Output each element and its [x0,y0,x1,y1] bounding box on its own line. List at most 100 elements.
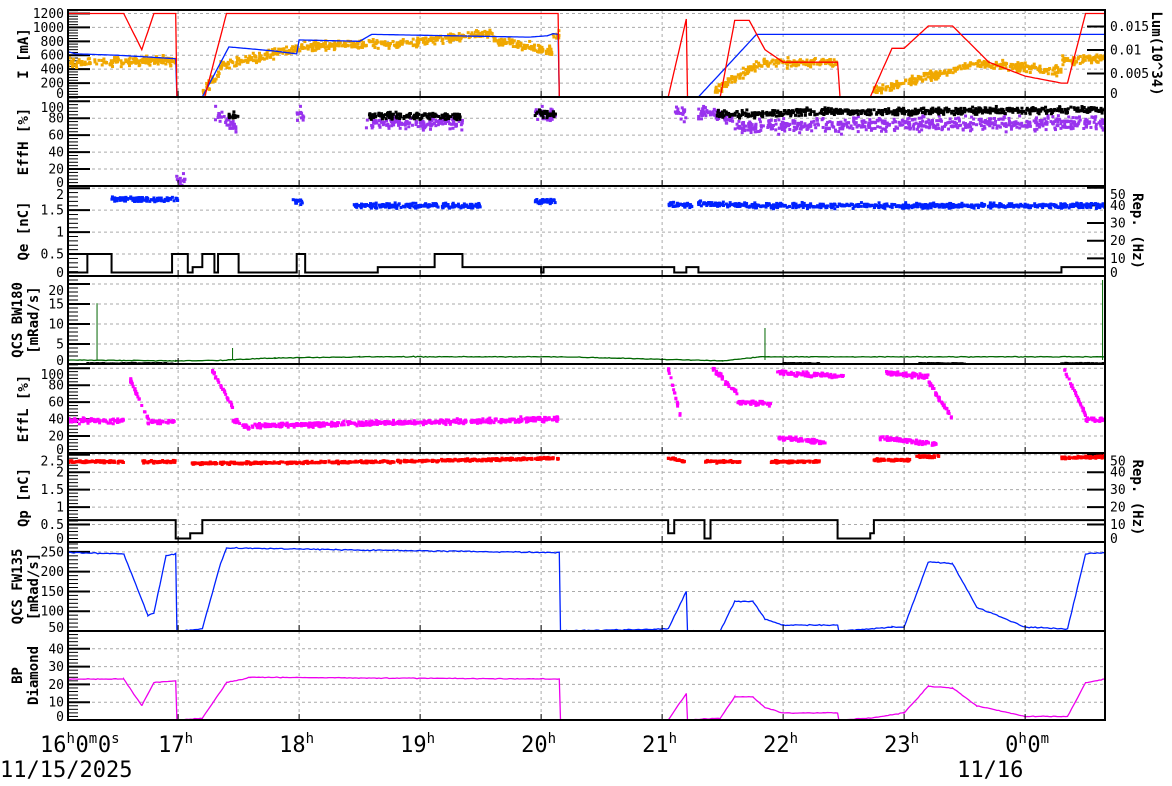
data-point [252,59,255,62]
data-point [727,112,730,115]
data-point [75,66,78,69]
data-point [375,39,378,42]
data-point [153,62,156,65]
data-point [943,70,946,73]
data-point [395,46,398,49]
data-point [834,129,837,132]
data-point [1007,117,1010,120]
data-point [890,203,893,206]
data-point [445,37,448,40]
data-point [737,120,740,123]
data-point [1033,128,1036,131]
panel-data [175,105,1106,188]
data-point [674,205,677,208]
data-point [1095,127,1098,130]
data-point [1015,204,1018,207]
data-point [259,55,262,58]
data-point [862,119,865,122]
data-point [219,120,222,123]
data-point [738,127,741,130]
data-point [511,38,514,41]
data-point [157,58,160,61]
data-point [876,111,879,114]
data-point [545,52,548,55]
data-point [1047,68,1050,71]
data-point [272,58,275,61]
data-point [814,126,817,129]
data-point [909,114,912,117]
data-point [221,63,224,66]
data-point [512,45,515,48]
data-point [697,108,700,111]
data-point [217,75,220,78]
data-point [234,116,237,119]
data-point [385,202,388,205]
data-point [777,133,780,136]
data-point [957,117,960,120]
data-point [777,118,780,121]
data-point [428,38,431,41]
panel-0: 02004006008001000120000.0050.010.015Lum(… [16,7,1164,102]
data-point [95,419,98,422]
data-point [736,123,739,126]
data-point [1065,112,1068,115]
data-point [839,121,842,124]
data-point [715,86,718,89]
data-point [414,202,417,205]
data-point [843,124,846,127]
data-point [935,204,938,207]
data-point [234,127,237,130]
data-point [788,205,791,208]
data-point [967,205,970,208]
y-tick-label: 1 [56,226,64,241]
data-point [797,122,800,125]
data-point [794,204,797,207]
data-point [767,121,770,124]
data-point [481,31,484,34]
data-point [853,123,856,126]
data-point [874,203,877,206]
data-point [879,118,882,121]
data-point [991,126,994,129]
data-point [793,202,796,205]
data-point [864,112,867,115]
data-point [865,128,868,131]
data-point [461,204,464,207]
data-point [796,110,799,113]
data-point [458,113,461,116]
data-point [982,62,985,65]
data-point [852,110,855,113]
data-point [946,74,949,77]
data-point [318,43,321,46]
data-point [962,64,965,67]
data-point [886,122,889,125]
data-point [1078,204,1081,207]
data-point [380,42,383,45]
data-point [870,121,873,124]
data-point [898,107,901,110]
data-point [446,204,449,207]
data-point [897,83,900,86]
data-point [722,201,725,204]
data-point [893,129,896,132]
data-point [458,32,461,35]
data-point [113,59,116,62]
data-point [800,128,803,131]
data-point [1051,69,1054,72]
data-point [536,118,539,121]
data-point [105,420,108,423]
data-point [778,127,781,130]
data-point [798,131,801,134]
data-point [442,42,445,45]
data-point [333,47,336,50]
data-point [970,206,973,209]
data-point [681,113,684,116]
data-point [831,65,834,68]
data-point [1050,112,1053,115]
data-point [226,396,229,399]
data-point [997,118,1000,121]
data-point [461,119,464,122]
data-point [822,126,825,129]
data-point [302,119,305,122]
data-point [908,117,911,120]
